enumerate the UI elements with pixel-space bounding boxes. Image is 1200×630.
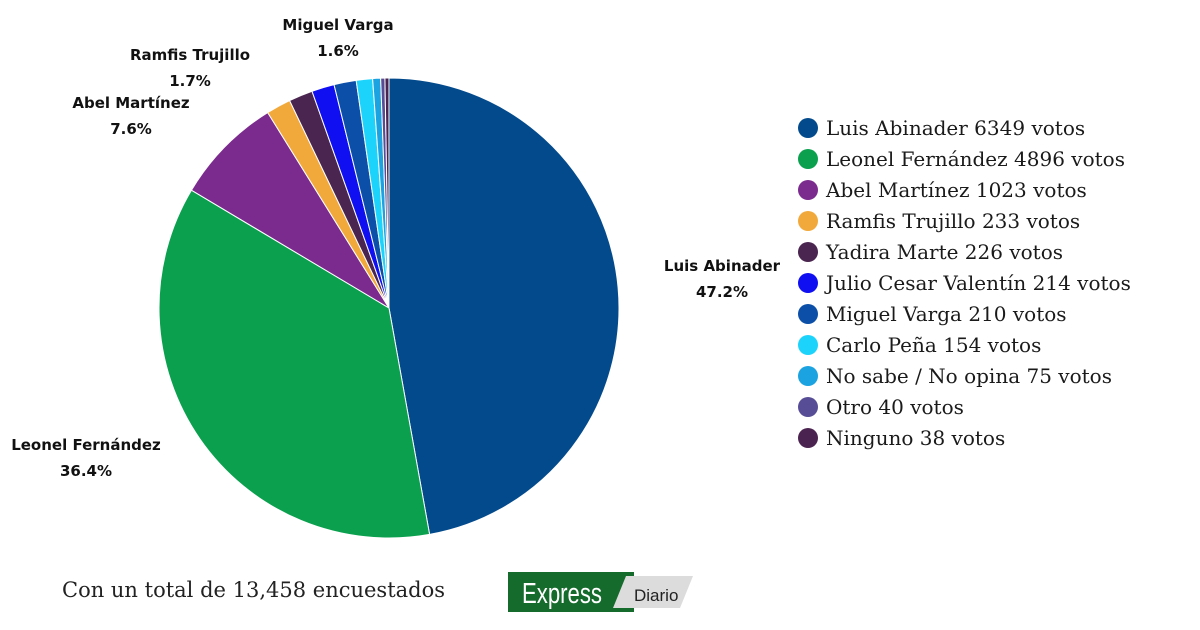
slice-label-name-miguel-varga: Miguel Varga	[282, 16, 393, 34]
legend-swatch	[798, 117, 818, 138]
slice-label-name-ramfis-trujillo: Ramfis Trujillo	[130, 46, 250, 64]
legend-label: Miguel Varga 210 votos	[826, 301, 1067, 326]
slice-label-name-luis-abinader: Luis Abinader	[664, 257, 781, 275]
legend-item-luis-abinader: Luis Abinader 6349 votos	[798, 112, 1131, 143]
legend-item-otro: Otro 40 votos	[798, 391, 1131, 422]
legend-item-miguel-varga: Miguel Varga 210 votos	[798, 298, 1131, 329]
pie-slice-abel-martinez	[190, 111, 390, 309]
legend-swatch	[798, 148, 818, 169]
legend-swatch	[798, 241, 818, 262]
logo-gray-block	[613, 576, 693, 608]
logo-sub-text: Diario	[634, 586, 678, 605]
legend-swatch	[798, 396, 818, 417]
legend-swatch	[798, 303, 818, 324]
legend-label: Carlo Peña 154 votos	[826, 332, 1042, 357]
legend-label: Luis Abinader 6349 votos	[826, 115, 1086, 140]
legend-item-abel-martinez: Abel Martínez 1023 votos	[798, 174, 1131, 205]
legend-swatch	[798, 210, 818, 231]
legend-label: Ramfis Trujillo 233 votos	[826, 208, 1081, 233]
slice-label-pct-miguel-varga: 1.6%	[317, 42, 359, 60]
legend-label: Abel Martínez 1023 votos	[826, 177, 1087, 202]
legend-swatch	[798, 427, 818, 448]
legend-label: Leonel Fernández 4896 votos	[826, 146, 1125, 171]
slice-label-name-leonel-fernandez: Leonel Fernández	[11, 436, 161, 454]
slice-label-pct-luis-abinader: 47.2%	[696, 283, 748, 301]
legend-item-yadira-marte: Yadira Marte 226 votos	[798, 236, 1131, 267]
legend-item-ramfis-trujillo: Ramfis Trujillo 233 votos	[798, 205, 1131, 236]
logo-main-text: Express	[522, 578, 602, 610]
legend-swatch	[798, 365, 818, 386]
legend-label: No sabe / No opina 75 votos	[826, 363, 1112, 388]
slice-label-pct-ramfis-trujillo: 1.7%	[169, 72, 211, 90]
legend-swatch	[798, 179, 818, 200]
slice-label-name-abel-martinez: Abel Martínez	[72, 94, 189, 112]
express-diario-logo: Express Diario	[508, 572, 693, 612]
survey-total-text: Con un total de 13,458 encuestados	[62, 578, 446, 602]
legend-swatch	[798, 334, 818, 355]
legend-label: Julio Cesar Valentín 214 votos	[826, 270, 1131, 295]
legend-label: Otro 40 votos	[826, 394, 964, 419]
pie-slice-labels: Luis Abinader 47.2% Leonel Fernández 36.4% A…	[11, 16, 780, 480]
legend-item-no-sabe-no-opina: No sabe / No opina 75 votos	[798, 360, 1131, 391]
logo-green-block	[508, 572, 634, 612]
legend-item-leonel-fernandez: Leonel Fernández 4896 votos	[798, 143, 1131, 174]
legend-label: Yadira Marte 226 votos	[826, 239, 1064, 264]
legend-item-julio-cesar-valentin: Julio Cesar Valentín 214 votos	[798, 267, 1131, 298]
slice-label-pct-abel-martinez: 7.6%	[110, 120, 152, 138]
pie-slices	[158, 77, 620, 539]
legend-swatch	[798, 272, 818, 293]
pie-slice-leonel-fernandez	[158, 189, 431, 539]
legend-label: Ninguno 38 votos	[826, 425, 1006, 450]
pie-slice-luis-abinader	[388, 77, 620, 535]
chart-legend: Luis Abinader 6349 votos Leonel Fernández…	[798, 112, 1131, 453]
slice-label-pct-leonel-fernandez: 36.4%	[60, 462, 112, 480]
pie-slice-ninguno	[384, 77, 390, 309]
legend-item-ninguno: Ninguno 38 votos	[798, 422, 1131, 453]
legend-item-carlo-pena: Carlo Peña 154 votos	[798, 329, 1131, 360]
